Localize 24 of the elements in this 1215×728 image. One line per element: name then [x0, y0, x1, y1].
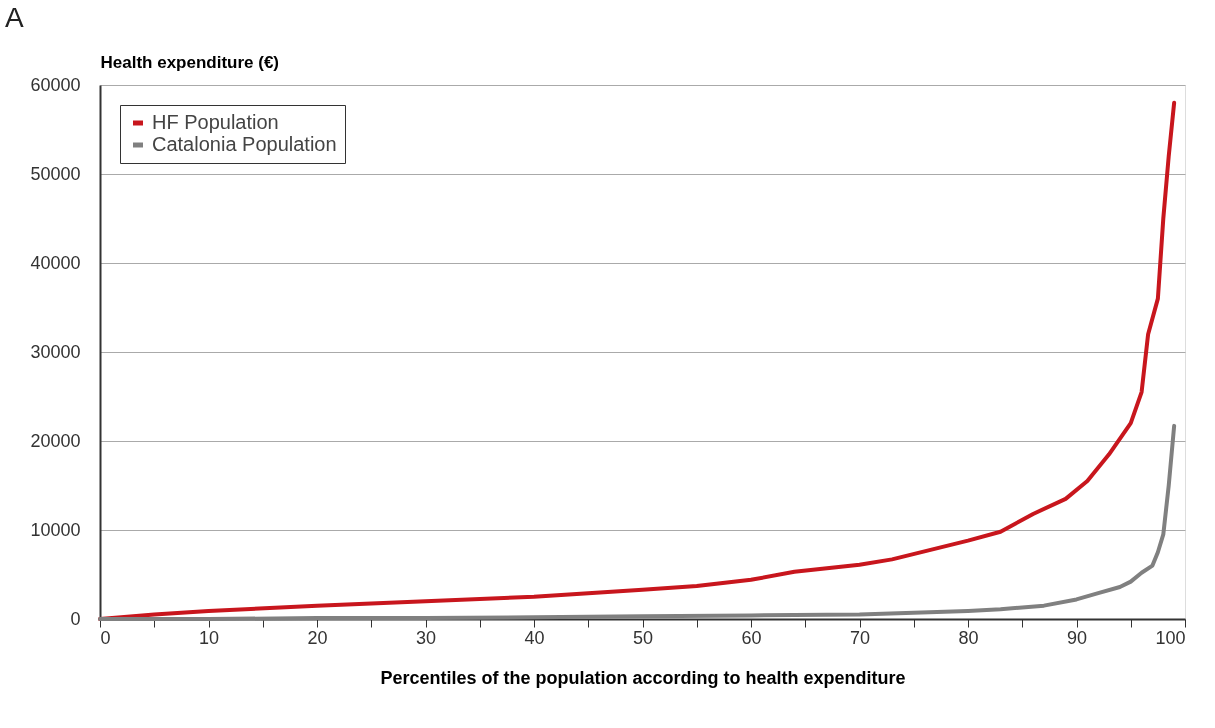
- x-tick-label: 100: [1155, 627, 1186, 648]
- x-tick-label: 70: [849, 627, 871, 648]
- legend-label: Catalonia Population: [152, 133, 337, 155]
- y-tick-label: 30000: [30, 341, 81, 362]
- x-tick-label: 0: [100, 627, 111, 648]
- x-tick-label: 20: [307, 627, 328, 648]
- y-tick-label: 50000: [30, 163, 81, 184]
- x-tick-label: 80: [958, 627, 979, 648]
- y-tick-label: 40000: [30, 252, 81, 273]
- x-tick-label: 90: [1066, 627, 1088, 648]
- x-tick-label: 60: [741, 627, 762, 648]
- y-tick-label: 20000: [30, 430, 81, 451]
- y-tick-label: 60000: [30, 74, 81, 95]
- x-tick-label: 50: [632, 627, 654, 648]
- y-axis-title: Health expenditure (€): [100, 52, 280, 72]
- x-tick-label: 10: [198, 627, 220, 648]
- text: A: [5, 2, 24, 33]
- x-tick-label: 40: [524, 627, 545, 648]
- x-tick-label: 30: [415, 627, 437, 648]
- legend-label: HF Population: [152, 111, 279, 133]
- line-series: [98, 423, 1177, 621]
- x-axis-title: Percentiles of the population according to health expenditure: [380, 667, 906, 688]
- y-tick-label: 0: [70, 608, 81, 629]
- y-tick-label: 10000: [30, 519, 81, 540]
